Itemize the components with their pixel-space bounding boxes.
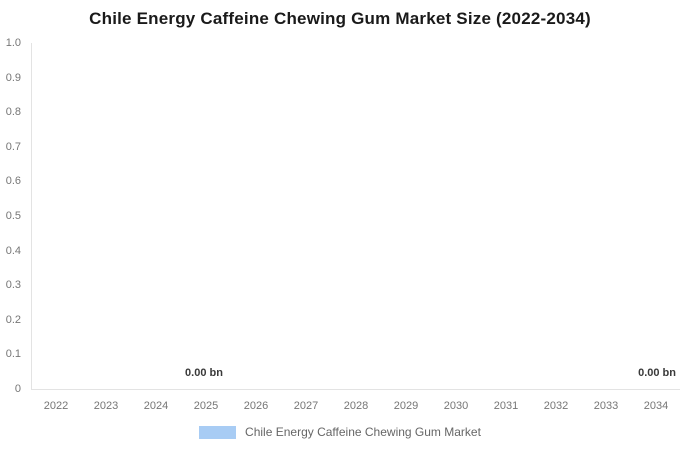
y-tick-label: 0.8 <box>5 106 21 118</box>
y-tick-label: 0.2 <box>5 314 21 326</box>
x-tick-label: 2023 <box>93 400 119 412</box>
x-tick-label: 2034 <box>643 400 669 412</box>
legend-item-chile-market[interactable]: Chile Energy Caffeine Chewing Gum Market <box>199 425 481 439</box>
y-tick-label: 0.5 <box>5 210 21 222</box>
legend-label: Chile Energy Caffeine Chewing Gum Market <box>245 425 481 439</box>
x-tick-label: 2022 <box>43 400 69 412</box>
y-tick-label: 0.4 <box>5 245 21 257</box>
y-tick-label: 1.0 <box>5 37 21 49</box>
x-axis-line <box>31 389 680 390</box>
x-tick-label: 2029 <box>393 400 419 412</box>
x-tick-label: 2033 <box>593 400 619 412</box>
legend-swatch-icon <box>199 425 237 439</box>
y-tick-label: 0.3 <box>5 279 21 291</box>
x-tick-label: 2025 <box>193 400 219 412</box>
y-tick-label: 0.6 <box>5 175 21 187</box>
data-label-2034: 0.00 bn <box>638 367 676 379</box>
x-tick-label: 2026 <box>243 400 269 412</box>
data-label-2025: 0.00 bn <box>185 367 223 379</box>
y-axis-line <box>31 43 32 389</box>
x-tick-label: 2030 <box>443 400 469 412</box>
y-tick-label: 0.1 <box>5 348 21 360</box>
x-tick-label: 2027 <box>293 400 319 412</box>
legend: Chile Energy Caffeine Chewing Gum Market <box>0 425 680 439</box>
chart-title: Chile Energy Caffeine Chewing Gum Market… <box>89 9 591 28</box>
x-tick-label: 2024 <box>143 400 169 412</box>
y-tick-label: 0.7 <box>5 141 21 153</box>
y-tick-label: 0.9 <box>5 72 21 84</box>
x-tick-label: 2031 <box>493 400 519 412</box>
x-tick-label: 2028 <box>343 400 369 412</box>
y-tick-label: 0 <box>14 383 21 395</box>
x-tick-label: 2032 <box>543 400 569 412</box>
